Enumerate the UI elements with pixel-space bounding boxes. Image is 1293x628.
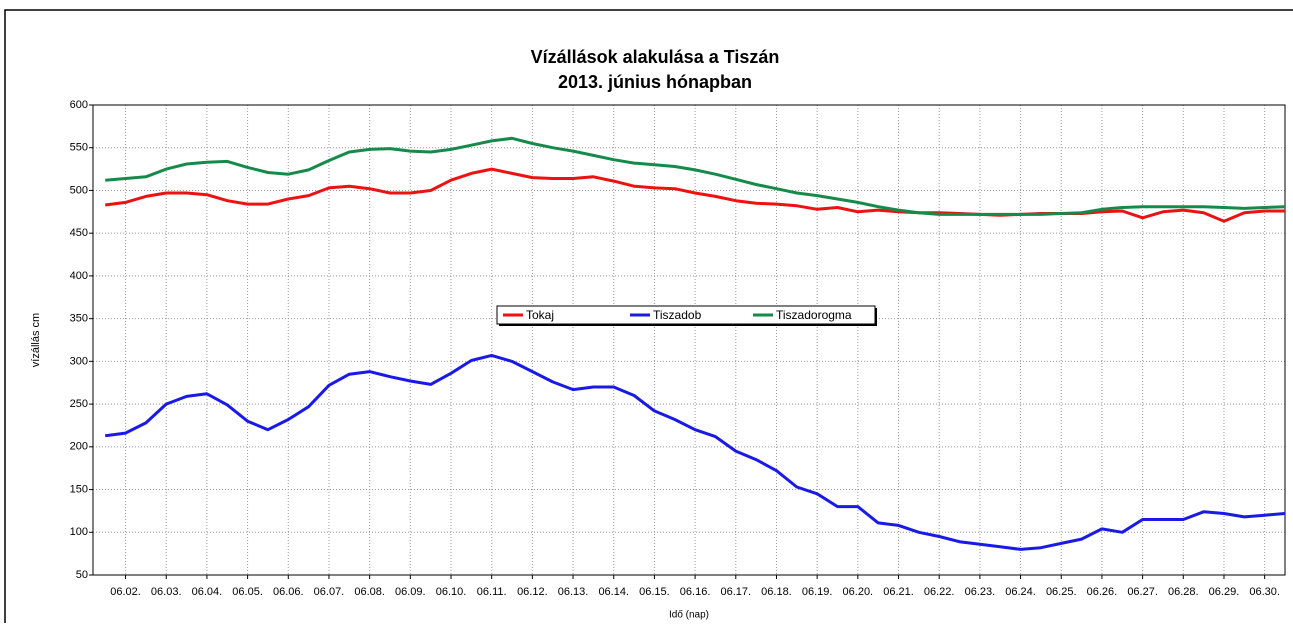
x-tick-label: 06.19. bbox=[802, 586, 833, 598]
x-tick-label: 06.07. bbox=[314, 586, 345, 598]
y-tick-label: 250 bbox=[70, 398, 88, 410]
y-tick-label: 400 bbox=[70, 270, 88, 282]
y-tick-label: 150 bbox=[70, 483, 88, 495]
x-tick-label: 06.12. bbox=[517, 586, 548, 598]
x-tick-label: 06.08. bbox=[354, 586, 385, 598]
y-tick-label: 100 bbox=[70, 526, 88, 538]
x-tick-label: 06.14. bbox=[598, 586, 629, 598]
x-tick-label: 06.23. bbox=[965, 586, 996, 598]
x-tick-label: 06.17. bbox=[720, 586, 751, 598]
x-tick-label: 06.16. bbox=[680, 586, 711, 598]
x-tick-label: 06.11. bbox=[477, 586, 507, 598]
y-tick-label: 500 bbox=[70, 184, 88, 196]
x-tick-label: 06.10. bbox=[436, 586, 467, 598]
y-tick-label: 50 bbox=[76, 569, 88, 581]
plot-border bbox=[92, 104, 1286, 576]
legend bbox=[496, 305, 876, 325]
x-tick-label: 06.25. bbox=[1046, 586, 1077, 598]
x-tick-label: 06.28. bbox=[1168, 586, 1199, 598]
chart-title: Vízállások alakulása a Tiszán bbox=[531, 47, 780, 67]
x-tick-label: 06.09. bbox=[395, 586, 426, 598]
y-tick-label: 200 bbox=[70, 441, 88, 453]
plot-area bbox=[93, 105, 1285, 575]
x-tick-label: 06.30. bbox=[1249, 586, 1280, 598]
y-tick-label: 550 bbox=[70, 142, 88, 154]
x-axis-label: Idő (nap) bbox=[669, 610, 709, 621]
frame bbox=[4, 9, 1293, 623]
x-tick-label: 06.02. bbox=[110, 586, 141, 598]
x-tick-label: 06.26. bbox=[1087, 586, 1118, 598]
legend-label: Tiszadorogma bbox=[776, 308, 852, 322]
y-axis-label: vízállás cm bbox=[30, 313, 42, 367]
x-tick-label: 06.18. bbox=[761, 586, 792, 598]
legend-label: Tokaj bbox=[526, 308, 554, 322]
x-tick-label: 06.06. bbox=[273, 586, 304, 598]
x-tick-label: 06.24. bbox=[1005, 586, 1036, 598]
series-line bbox=[105, 353, 1286, 551]
y-tick-label: 350 bbox=[70, 313, 88, 325]
x-tick-label: 06.20. bbox=[843, 586, 874, 598]
x-tick-label: 06.03. bbox=[151, 586, 182, 598]
x-tick-label: 06.04. bbox=[192, 586, 223, 598]
legend-label: Tiszadob bbox=[653, 308, 702, 322]
x-tick-label: 06.15. bbox=[639, 586, 670, 598]
x-tick-label: 06.27. bbox=[1127, 586, 1158, 598]
series-line bbox=[105, 136, 1286, 216]
chart-subtitle: 2013. június hónapban bbox=[558, 72, 752, 92]
x-tick-label: 06.29. bbox=[1209, 586, 1240, 598]
y-tick-label: 600 bbox=[70, 99, 88, 111]
y-tick-label: 300 bbox=[70, 355, 88, 367]
x-tick-label: 06.05. bbox=[232, 586, 263, 598]
x-tick-label: 06.21. bbox=[883, 586, 914, 598]
x-tick-label: 06.22. bbox=[924, 586, 955, 598]
x-tick-label: 06.13. bbox=[558, 586, 589, 598]
y-tick-label: 450 bbox=[70, 227, 88, 239]
